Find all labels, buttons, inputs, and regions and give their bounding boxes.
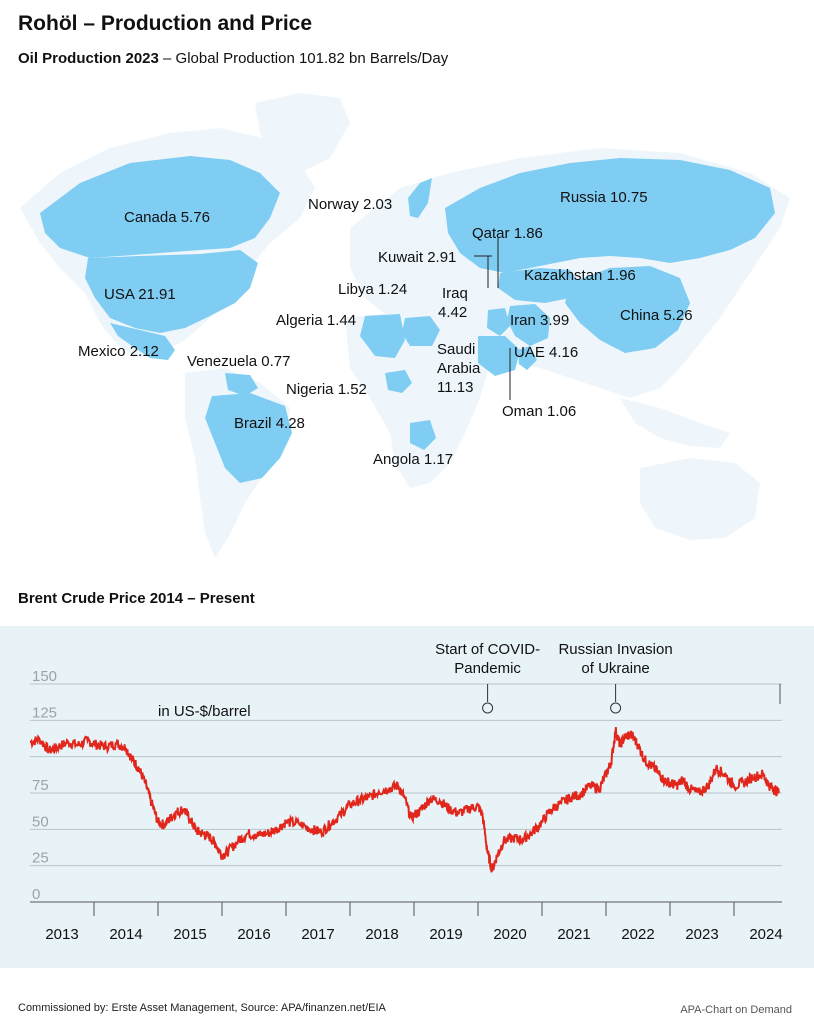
x-tick-2016: 2016	[237, 926, 270, 943]
footer-credit: APA-Chart on Demand	[680, 1004, 792, 1016]
x-tick-2020: 2020	[493, 926, 526, 943]
x-tick-2019: 2019	[429, 926, 462, 943]
label-algeria: Algeria 1.44	[276, 312, 356, 329]
x-tick-2013: 2013	[45, 926, 78, 943]
x-tick-2014: 2014	[109, 926, 142, 943]
label-brazil: Brazil 4.28	[234, 415, 305, 432]
y-tick-150: 150	[32, 668, 57, 685]
y-tick-25: 25	[32, 850, 49, 867]
annotation-0-marker	[482, 702, 494, 714]
annotation-0-line-1: Pandemic	[454, 660, 521, 677]
label-qatar: Qatar 1.86	[472, 225, 543, 242]
price-line	[29, 727, 780, 873]
label-china: China 5.26	[620, 307, 693, 324]
x-tick-2022: 2022	[621, 926, 654, 943]
country-libya	[402, 316, 440, 346]
land-australia	[640, 458, 760, 540]
unit-label: in US-$/barrel	[158, 703, 251, 720]
chart-y-ticks: 0 25 50 75 125 150	[32, 668, 57, 903]
x-tick-2021: 2021	[557, 926, 590, 943]
chart-grid	[30, 683, 782, 903]
label-libya: Libya 1.24	[338, 281, 407, 298]
country-brazil	[205, 393, 292, 483]
label-iraq-value: 4.42	[438, 304, 467, 321]
land-greenland	[255, 93, 350, 173]
map-subtitle: Oil Production 2023 – Global Production …	[18, 50, 448, 67]
label-canada: Canada 5.76	[124, 209, 210, 226]
chart-annotations: Start of COVID- Pandemic Russian Invasion o…	[435, 641, 673, 714]
x-tick-2018: 2018	[365, 926, 398, 943]
country-china	[565, 266, 690, 353]
label-saudi-arabia-2: Arabia	[437, 360, 481, 377]
land-africa	[345, 313, 490, 488]
annotation-1-marker	[610, 702, 622, 714]
country-canada	[40, 156, 280, 258]
label-venezuela: Venezuela 0.77	[187, 353, 290, 370]
annotation-1-line-0: Russian Invasion	[558, 641, 672, 658]
leader-lines	[474, 238, 511, 400]
chart-title: Brent Crude Price 2014 – Present	[18, 590, 255, 607]
x-tick-2024: 2024	[749, 926, 782, 943]
label-norway: Norway 2.03	[308, 196, 392, 213]
label-mexico: Mexico 2.12	[78, 343, 159, 360]
label-iran: Iran 3.99	[510, 312, 569, 329]
annotation-0-line-0: Start of COVID-	[435, 641, 540, 658]
label-usa: USA 21.91	[104, 286, 176, 303]
y-tick-50: 50	[32, 813, 49, 830]
map-subtitle-bold: Oil Production 2023	[18, 50, 159, 67]
country-angola	[410, 420, 436, 450]
chart-panel	[0, 626, 814, 968]
label-russia: Russia 10.75	[560, 189, 648, 206]
label-uae: UAE 4.16	[514, 344, 578, 361]
country-kazakhstan	[498, 268, 580, 303]
world-map: Canada 5.76 USA 21.91 Mexico 2.12 Venezu…	[20, 93, 790, 558]
label-oman: Oman 1.06	[502, 403, 576, 420]
country-iraq	[487, 308, 510, 336]
y-tick-0: 0	[32, 886, 40, 903]
y-tick-125: 125	[32, 704, 57, 721]
country-nigeria	[385, 370, 412, 393]
country-russia	[445, 158, 775, 273]
country-venezuela	[225, 373, 258, 396]
y-tick-75: 75	[32, 777, 49, 794]
label-angola: Angola 1.17	[373, 451, 453, 468]
x-tick-2023: 2023	[685, 926, 718, 943]
x-tick-2015: 2015	[173, 926, 206, 943]
country-usa	[85, 250, 258, 333]
footer-source: Commissioned by: Erste Asset Management,…	[18, 1002, 386, 1014]
label-kuwait: Kuwait 2.91	[378, 249, 456, 266]
country-iran	[507, 304, 550, 346]
producing-countries	[40, 156, 775, 483]
country-norway	[408, 178, 432, 218]
country-uae-oman	[518, 346, 537, 370]
label-iraq: Iraq	[442, 285, 468, 302]
country-labels: Canada 5.76 USA 21.91 Mexico 2.12 Venezu…	[78, 189, 693, 468]
x-tick-2017: 2017	[301, 926, 334, 943]
label-nigeria: Nigeria 1.52	[286, 381, 367, 398]
annotation-1-line-1: of Ukraine	[581, 660, 649, 677]
page-title: Rohöl – Production and Price	[18, 12, 313, 35]
label-saudi-arabia-value: 11.13	[437, 379, 473, 396]
chart-x-axis: 2013 2014 2015 2016 2017 2018 2019 2020 2021 2022…	[30, 684, 783, 943]
land-southeast-asia	[620, 398, 730, 448]
country-mexico	[110, 323, 175, 360]
map-subtitle-rest: – Global Production 101.82 bn Barrels/Da…	[158, 50, 449, 67]
country-algeria	[360, 314, 405, 358]
label-kazakhstan: Kazakhstan 1.96	[524, 267, 636, 284]
label-saudi-arabia-1: Saudi	[437, 341, 475, 358]
